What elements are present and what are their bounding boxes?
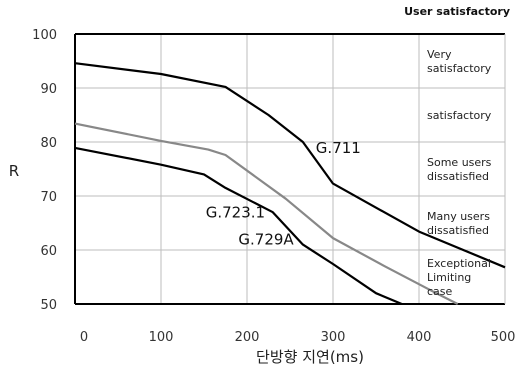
series-labels: G.711 G.729A G.723.1 bbox=[206, 139, 361, 249]
series-lines bbox=[74, 62, 506, 306]
series-line bbox=[74, 122, 459, 305]
series-label: G.723.1 bbox=[206, 204, 265, 222]
band-label-line: case bbox=[427, 285, 453, 298]
band-label-line: Limiting bbox=[427, 271, 471, 284]
y-tick-label: 90 bbox=[40, 82, 57, 97]
band-label: satisfactory bbox=[427, 109, 492, 122]
bands-header: User satisfactory bbox=[404, 5, 510, 18]
x-tick-label: 300 bbox=[321, 330, 346, 345]
series-label: G.729A bbox=[238, 231, 294, 249]
band-label: Many users dissatisfied bbox=[427, 210, 490, 237]
band-label-line: Some users bbox=[427, 156, 492, 169]
y-axis-label: R bbox=[9, 162, 19, 180]
x-tick-label: 0 bbox=[80, 330, 88, 345]
band-label: Exceptional Limiting case bbox=[427, 257, 491, 298]
grid bbox=[75, 34, 505, 304]
y-tick-label: 60 bbox=[40, 244, 57, 259]
band-label-line: Many users bbox=[427, 210, 490, 223]
band-label-line: dissatisfied bbox=[427, 224, 489, 237]
series-line bbox=[74, 62, 506, 269]
y-tick-label: 50 bbox=[40, 298, 57, 313]
y-tick-label: 70 bbox=[40, 190, 57, 205]
band-label-line: satisfactory bbox=[427, 62, 492, 75]
x-tick-label: 500 bbox=[491, 330, 516, 345]
y-tick-label: 100 bbox=[32, 28, 57, 43]
band-label-line: dissatisfied bbox=[427, 170, 489, 183]
y-tick-label: 80 bbox=[40, 136, 57, 151]
series-label: G.711 bbox=[316, 139, 361, 157]
band-label-line: Exceptional bbox=[427, 257, 491, 270]
band-label-line: Very bbox=[427, 48, 452, 61]
x-tick-label: 200 bbox=[235, 330, 260, 345]
band-label: Some users dissatisfied bbox=[427, 156, 492, 183]
band-label-line: satisfactory bbox=[427, 109, 492, 122]
x-tick-label: 400 bbox=[407, 330, 432, 345]
tick-labels: 50 60 70 80 90 100 0 100 200 300 400 500 bbox=[32, 28, 515, 345]
x-tick-label: 100 bbox=[149, 330, 174, 345]
band-label: Very satisfactory bbox=[427, 48, 492, 75]
series-line bbox=[74, 146, 403, 306]
x-axis-label: 단방향 지연(ms) bbox=[256, 348, 364, 366]
plot-frame bbox=[74, 33, 506, 305]
